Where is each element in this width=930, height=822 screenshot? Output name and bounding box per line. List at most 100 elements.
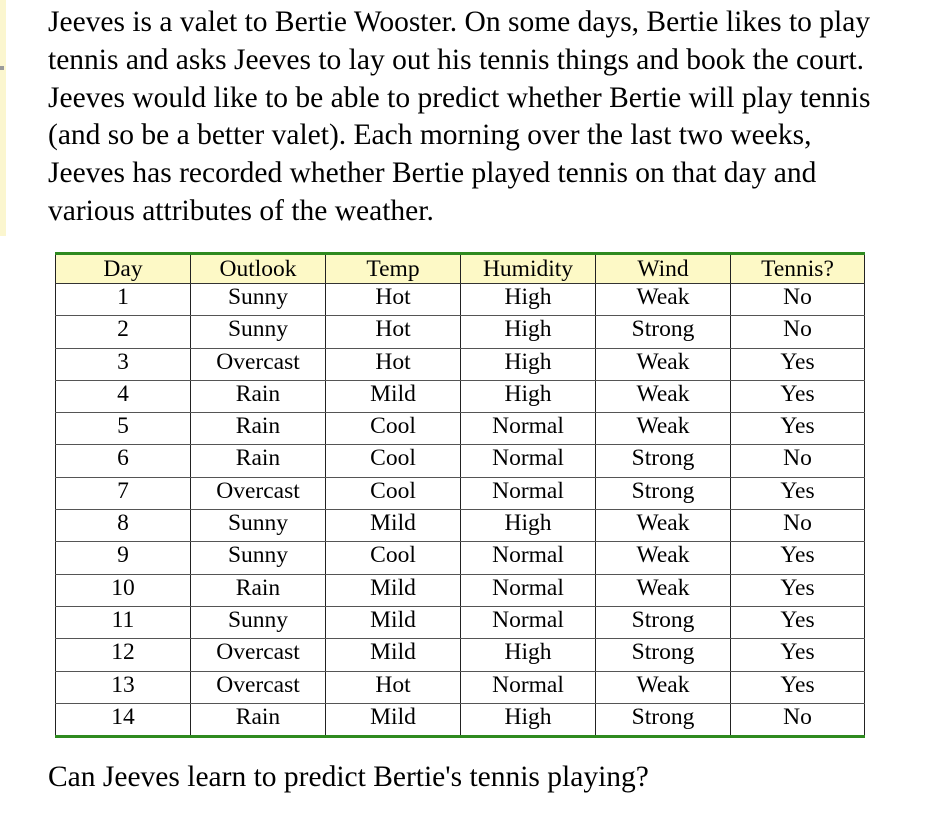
table-row: 9 Sunny Cool Normal Weak Yes	[55, 541, 865, 575]
table-row: 7 Overcast Cool Normal Strong Yes	[55, 477, 865, 511]
cell-day: 3	[55, 348, 191, 381]
cell-temp: Mild	[325, 703, 461, 737]
cell-day: 4	[55, 380, 191, 414]
cell-day: 8	[55, 509, 191, 543]
cell-wind: Strong	[595, 315, 731, 349]
cell-humidity: High	[460, 638, 596, 672]
cell-humidity: High	[460, 283, 596, 317]
cell-temp: Mild	[325, 638, 461, 672]
cell-humidity: High	[460, 348, 596, 381]
cell-outlook: Overcast	[190, 477, 326, 511]
cell-outlook: Sunny	[190, 606, 326, 640]
cell-tennis: No	[730, 509, 865, 543]
cell-wind: Weak	[595, 380, 731, 414]
cell-temp: Hot	[325, 315, 461, 349]
cell-tennis: Yes	[730, 638, 865, 672]
cell-humidity: Normal	[460, 671, 596, 704]
cell-outlook: Sunny	[190, 315, 326, 349]
header-cell-outlook: Outlook	[190, 253, 326, 284]
cell-day: 11	[55, 606, 191, 640]
cell-outlook: Sunny	[190, 541, 326, 575]
cell-day: 12	[55, 638, 191, 672]
cell-temp: Mild	[325, 574, 461, 607]
cell-outlook: Rain	[190, 574, 326, 607]
cell-outlook: Rain	[190, 412, 326, 446]
table-row: 4 Rain Mild High Weak Yes	[55, 380, 865, 414]
cell-day: 13	[55, 671, 191, 704]
cell-tennis: No	[730, 444, 865, 478]
table-row: 5 Rain Cool Normal Weak Yes	[55, 412, 865, 446]
header-cell-temp: Temp	[325, 253, 461, 284]
header-cell-day: Day	[55, 253, 191, 284]
cell-temp: Cool	[325, 412, 461, 446]
cell-temp: Mild	[325, 509, 461, 543]
cell-humidity: High	[460, 509, 596, 543]
table-header-row: Day Outlook Temp Humidity Wind Tennis?	[55, 253, 865, 284]
cell-day: 7	[55, 477, 191, 511]
cell-tennis: Yes	[730, 541, 865, 575]
table-row: 6 Rain Cool Normal Strong No	[55, 444, 865, 478]
table-row: 3 Overcast Hot High Weak Yes	[55, 348, 865, 381]
cell-outlook: Overcast	[190, 348, 326, 381]
cell-day: 1	[55, 283, 191, 317]
cell-day: 6	[55, 444, 191, 478]
cell-humidity: Normal	[460, 606, 596, 640]
cell-wind: Weak	[595, 348, 731, 381]
table-row: 2 Sunny Hot High Strong No	[55, 315, 865, 349]
table-row: 12 Overcast Mild High Strong Yes	[55, 638, 865, 672]
cell-day: 2	[55, 315, 191, 349]
cell-day: 14	[55, 703, 191, 737]
cell-day: 9	[55, 541, 191, 575]
cell-outlook: Rain	[190, 444, 326, 478]
cell-humidity: Normal	[460, 412, 596, 446]
cell-outlook: Rain	[190, 703, 326, 737]
cell-wind: Strong	[595, 444, 731, 478]
cell-humidity: Normal	[460, 444, 596, 478]
cell-temp: Mild	[325, 606, 461, 640]
cell-temp: Cool	[325, 541, 461, 575]
cell-humidity: Normal	[460, 541, 596, 575]
cell-tennis: Yes	[730, 606, 865, 640]
cell-wind: Weak	[595, 509, 731, 543]
cell-humidity: High	[460, 380, 596, 414]
cell-tennis: No	[730, 315, 865, 349]
table-row: 10 Rain Mild Normal Weak Yes	[55, 574, 865, 607]
cell-day: 5	[55, 412, 191, 446]
cell-wind: Weak	[595, 574, 731, 607]
cell-wind: Strong	[595, 606, 731, 640]
cell-tennis: Yes	[730, 671, 865, 704]
cell-outlook: Sunny	[190, 509, 326, 543]
cell-tennis: Yes	[730, 477, 865, 511]
cell-humidity: High	[460, 315, 596, 349]
cell-tennis: No	[730, 703, 865, 737]
cell-wind: Weak	[595, 283, 731, 317]
table-row: 8 Sunny Mild High Weak No	[55, 509, 865, 543]
cell-temp: Mild	[325, 380, 461, 414]
cell-temp: Hot	[325, 283, 461, 317]
cell-tennis: No	[730, 283, 865, 317]
header-cell-wind: Wind	[595, 253, 731, 284]
margin-tick-mark	[0, 66, 4, 70]
cell-humidity: Normal	[460, 477, 596, 511]
cell-temp: Hot	[325, 348, 461, 381]
cell-wind: Strong	[595, 703, 731, 737]
cell-outlook: Overcast	[190, 671, 326, 704]
header-cell-tennis: Tennis?	[730, 253, 865, 284]
cell-wind: Weak	[595, 412, 731, 446]
cell-temp: Cool	[325, 444, 461, 478]
intro-paragraph: Jeeves is a valet to Bertie Wooster. On …	[48, 6, 871, 227]
table-row: 11 Sunny Mild Normal Strong Yes	[55, 606, 865, 640]
cell-humidity: Normal	[460, 574, 596, 607]
cell-temp: Cool	[325, 477, 461, 511]
cell-wind: Strong	[595, 477, 731, 511]
table-row: 14 Rain Mild High Strong No	[55, 703, 865, 737]
tennis-data-table: Day Outlook Temp Humidity Wind Tennis? 1…	[55, 252, 865, 739]
cell-tennis: Yes	[730, 380, 865, 414]
table-row: 1 Sunny Hot High Weak No	[55, 283, 865, 317]
table-row: 13 Overcast Hot Normal Weak Yes	[55, 671, 865, 704]
cell-wind: Weak	[595, 541, 731, 575]
cell-day: 10	[55, 574, 191, 607]
cell-outlook: Overcast	[190, 638, 326, 672]
margin-highlight-bar	[0, 0, 6, 236]
cell-wind: Weak	[595, 671, 731, 704]
